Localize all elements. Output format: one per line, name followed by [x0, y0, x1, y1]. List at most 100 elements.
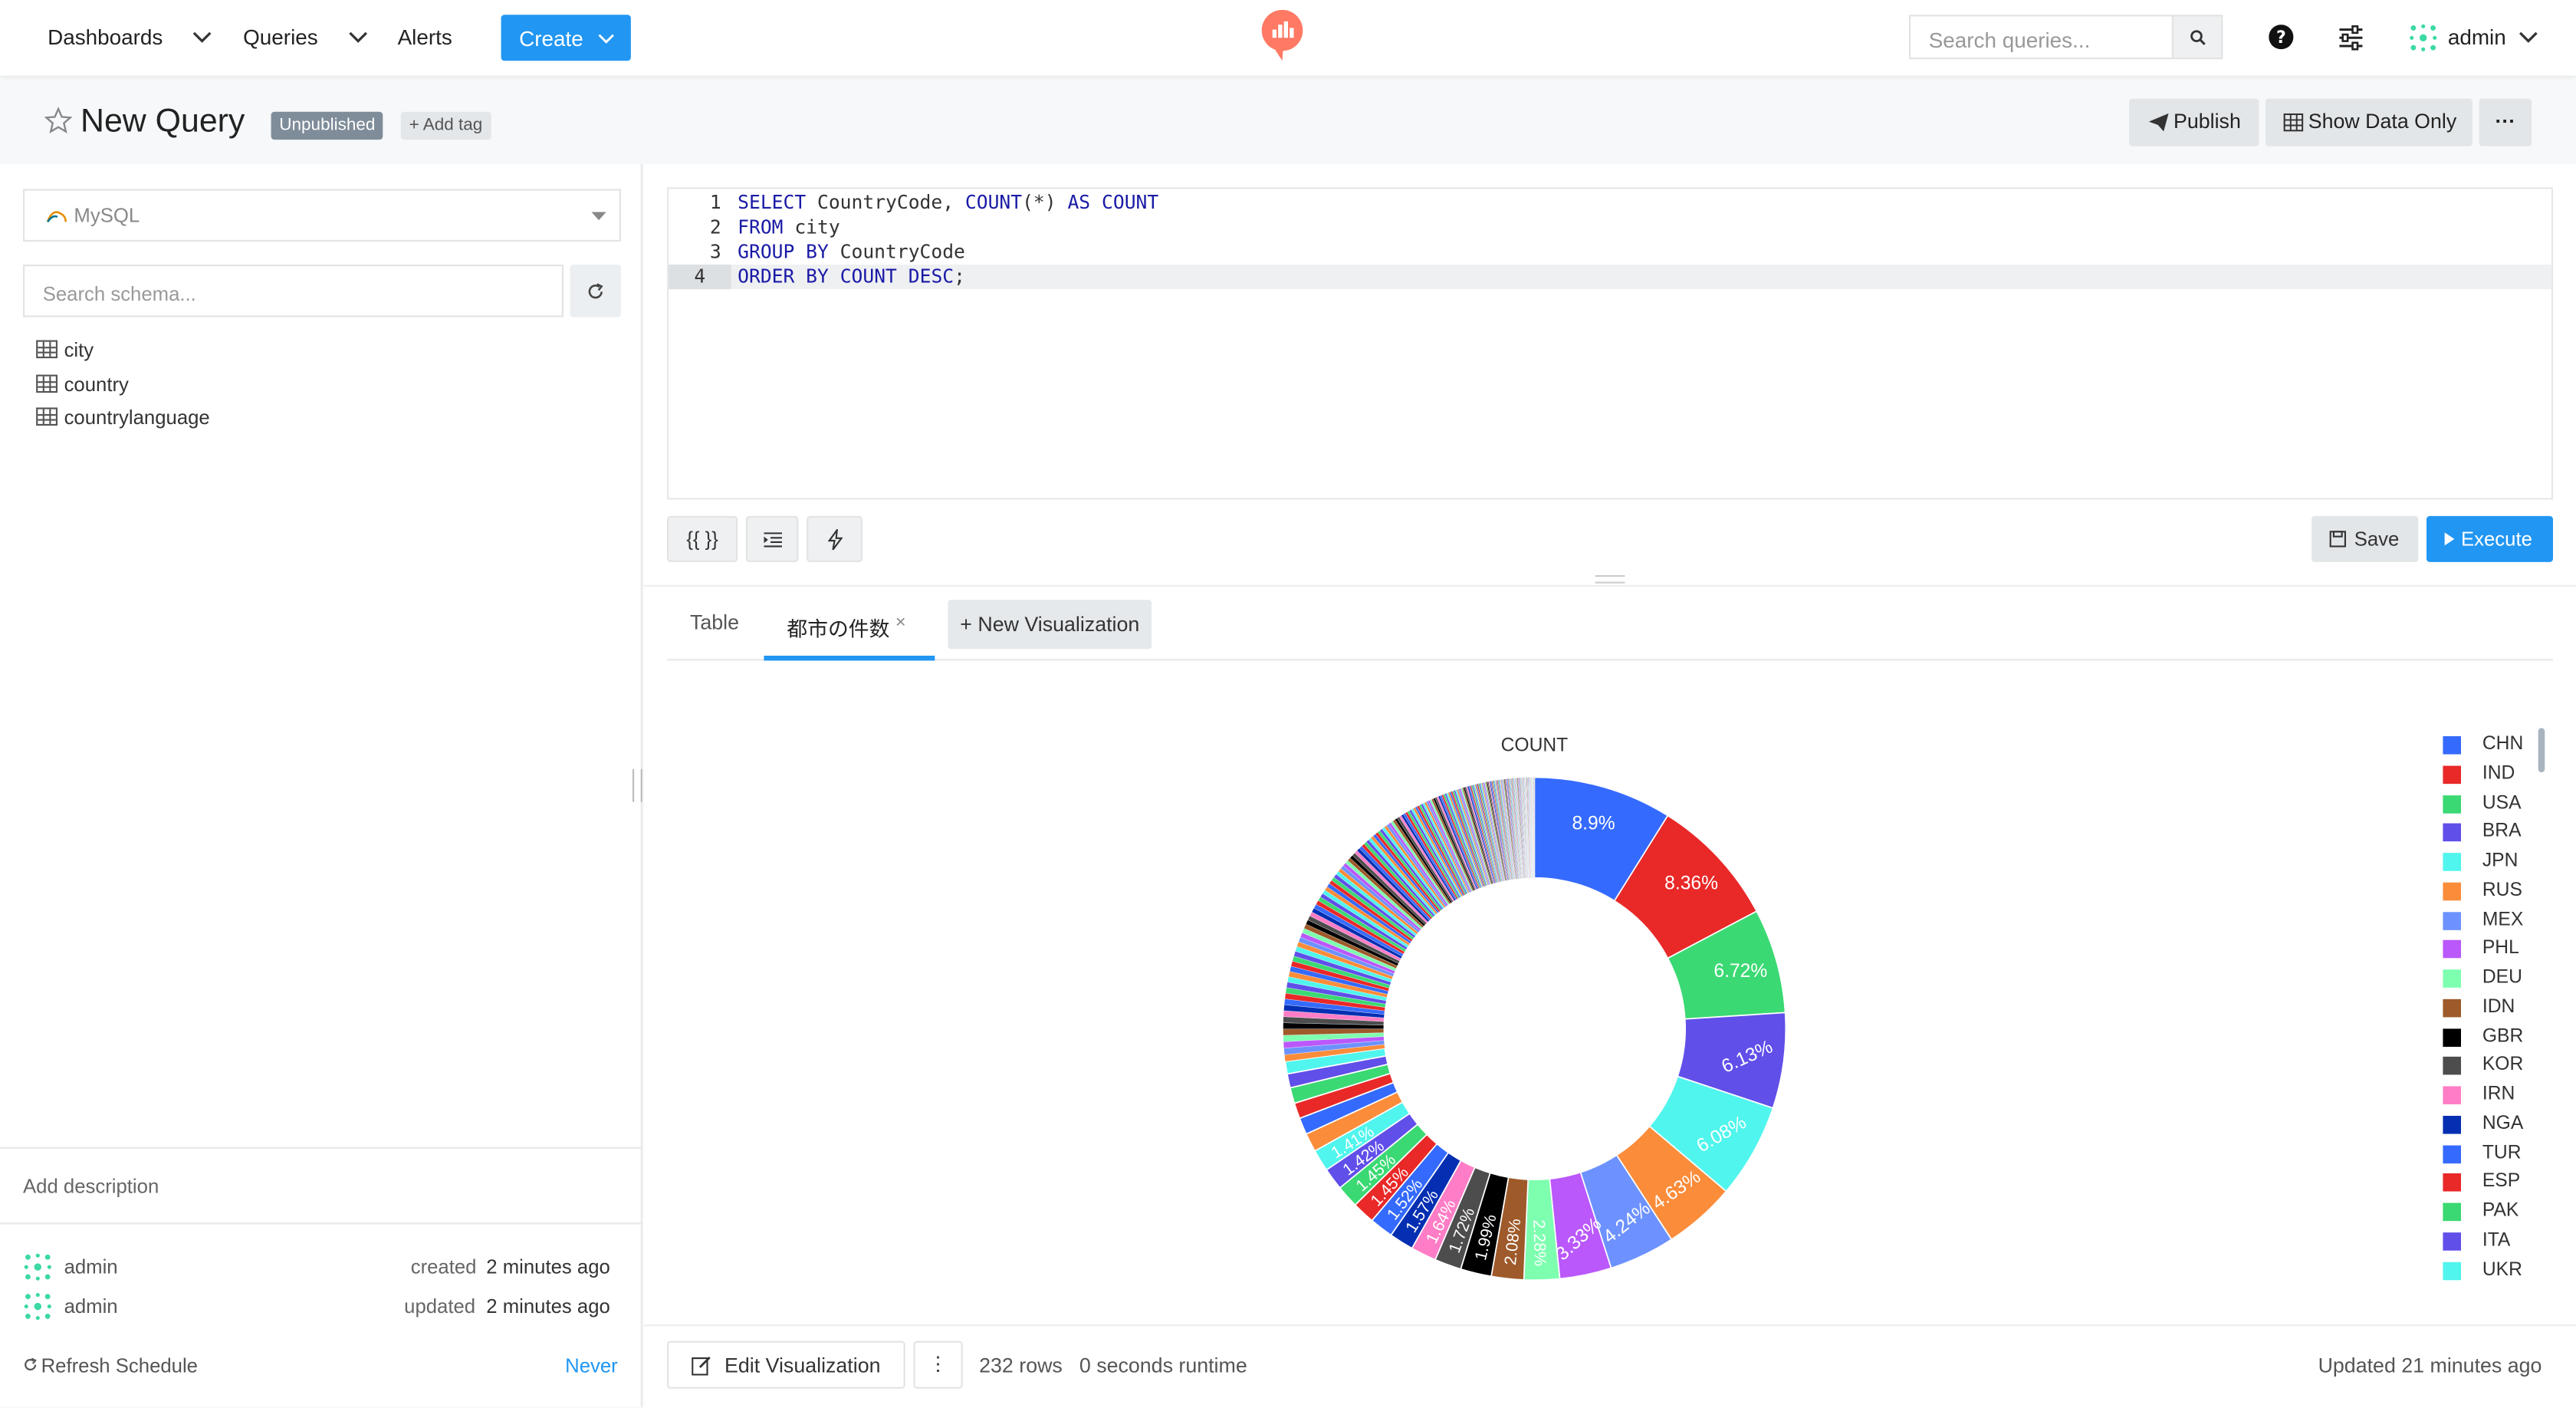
code-line: 2 FROM city	[669, 215, 2551, 240]
created-by-user: admin	[64, 1255, 118, 1278]
legend-swatch	[2443, 765, 2461, 784]
save-button[interactable]: Save	[2312, 516, 2418, 562]
legend-label: IDN	[2482, 997, 2515, 1017]
sql-keyword: FROM	[738, 215, 783, 239]
autocomplete-toggle-button[interactable]	[807, 516, 863, 562]
legend-swatch	[2443, 1203, 2461, 1222]
svg-text:?: ?	[2276, 28, 2286, 48]
close-tab-icon[interactable]: ×	[895, 613, 906, 633]
redash-logo-icon[interactable]	[1260, 10, 1305, 63]
sql-token	[1090, 191, 1102, 214]
refresh-schedule-value[interactable]: Never	[565, 1354, 618, 1377]
legend-label: JPN	[2482, 851, 2518, 871]
sql-token: ;	[954, 265, 965, 288]
mysql-logo-icon	[46, 209, 67, 223]
edit-visualization-label: Edit Visualization	[724, 1354, 881, 1377]
top-navbar: Dashboards Queries Alerts Create Search …	[0, 0, 2576, 76]
tab-visualization-active[interactable]: 都市の件数	[787, 611, 889, 643]
legend-swatch	[2443, 1174, 2461, 1193]
table-icon	[36, 340, 58, 359]
datasource-name: MySQL	[74, 204, 140, 227]
user-name[interactable]: admin	[2448, 25, 2506, 49]
query-title[interactable]: New Query	[80, 104, 245, 141]
legend-label: GBR	[2482, 1026, 2523, 1046]
legend-scrollbar[interactable]	[2538, 728, 2545, 772]
add-description[interactable]: Add description	[23, 1175, 159, 1198]
legend-swatch	[2443, 736, 2461, 755]
created-label: created	[411, 1255, 477, 1278]
indent-icon	[764, 532, 782, 547]
new-visualization-button[interactable]: + New Visualization	[948, 600, 1152, 649]
nav-dashboards[interactable]: Dashboards	[48, 25, 163, 49]
pie-chart[interactable]: COUNT 8.9%8.36%6.72%6.13%6.08%4.63%4.24%…	[1249, 723, 1840, 1290]
sql-keyword: SELECT	[738, 191, 806, 214]
created-time: 2 minutes ago	[486, 1255, 610, 1278]
tab-divider	[667, 659, 2553, 660]
table-icon	[36, 407, 58, 426]
refresh-icon	[23, 1357, 38, 1372]
legend-label: RUS	[2482, 880, 2522, 900]
schema-table-city[interactable]: city	[36, 338, 94, 361]
sql-keyword: DESC	[909, 265, 954, 288]
execute-button[interactable]: Execute	[2426, 516, 2553, 562]
legend-swatch	[2443, 1057, 2461, 1075]
rows-count: 232 rows	[979, 1354, 1063, 1377]
show-data-only-button[interactable]: Show Data Only	[2266, 99, 2472, 146]
help-icon[interactable]: ?	[2269, 25, 2293, 49]
updated-by-user: admin	[64, 1295, 118, 1318]
legend-swatch	[2443, 911, 2461, 929]
visualization-menu-button[interactable]: ⋮	[913, 1341, 962, 1389]
legend-label: BRA	[2482, 822, 2522, 842]
panel-resize-handle[interactable]	[632, 769, 642, 802]
legend-label: ITA	[2482, 1230, 2511, 1250]
query-parameters-button[interactable]: {{ }}	[667, 516, 738, 562]
schema-table-country[interactable]: country	[36, 373, 129, 396]
code-text: ORDER BY COUNT DESC;	[738, 265, 965, 289]
settings-sliders-icon[interactable]	[2338, 25, 2364, 51]
chevron-down-icon[interactable]	[2517, 25, 2540, 48]
create-button[interactable]: Create	[501, 15, 631, 61]
datasource-select[interactable]: MySQL	[23, 189, 621, 242]
refresh-schedule-label: Refresh Schedule	[41, 1354, 198, 1377]
divider	[0, 1147, 642, 1149]
search-queries-input[interactable]: Search queries...	[1909, 15, 2172, 59]
legend-label: ESP	[2482, 1172, 2520, 1192]
sql-keyword: COUNT	[965, 191, 1022, 214]
nav-alerts[interactable]: Alerts	[398, 25, 452, 49]
legend-swatch	[2443, 998, 2461, 1017]
sql-token	[897, 265, 909, 288]
search-button[interactable]	[2172, 15, 2223, 59]
legend-swatch	[2443, 853, 2461, 871]
divider	[644, 585, 2576, 587]
sql-keyword: ORDER BY	[738, 265, 829, 288]
nav-queries[interactable]: Queries	[243, 25, 318, 49]
schema-panel	[0, 164, 642, 1406]
show-data-only-label: Show Data Only	[2308, 99, 2457, 146]
format-query-button[interactable]	[746, 516, 799, 562]
edit-visualization-button[interactable]: Edit Visualization	[667, 1341, 905, 1389]
chart-title: COUNT	[1501, 735, 1569, 755]
slice-label: 8.36%	[1664, 873, 1718, 894]
line-number: 1	[669, 191, 721, 215]
refresh-schema-button[interactable]	[570, 265, 621, 317]
legend-swatch	[2443, 1145, 2461, 1163]
editor-resize-handle[interactable]	[1595, 575, 1625, 584]
chevron-down-icon[interactable]	[347, 25, 370, 48]
chevron-down-icon	[596, 28, 616, 48]
legend-label: PHL	[2482, 939, 2519, 959]
chevron-down-icon[interactable]	[191, 25, 214, 48]
user-avatar-icon	[23, 1291, 53, 1321]
tab-table[interactable]: Table	[690, 611, 739, 634]
legend-swatch	[2443, 882, 2461, 900]
user-avatar-icon[interactable]	[2408, 23, 2438, 53]
publish-button[interactable]: Publish	[2129, 99, 2259, 146]
sql-keyword: COUNT	[1102, 191, 1158, 214]
schema-search-input[interactable]: Search schema...	[23, 265, 564, 317]
add-tag-button[interactable]: + Add tag	[401, 112, 491, 140]
schema-table-countrylanguage[interactable]: countrylanguage	[36, 406, 210, 429]
sql-editor[interactable]: 1 SELECT CountryCode, COUNT(*) AS COUNT …	[667, 187, 2553, 499]
legend-swatch	[2443, 1028, 2461, 1046]
legend-label: PAK	[2482, 1201, 2519, 1221]
favorite-star-icon[interactable]	[44, 107, 72, 134]
more-options-button[interactable]: ···	[2479, 99, 2532, 146]
